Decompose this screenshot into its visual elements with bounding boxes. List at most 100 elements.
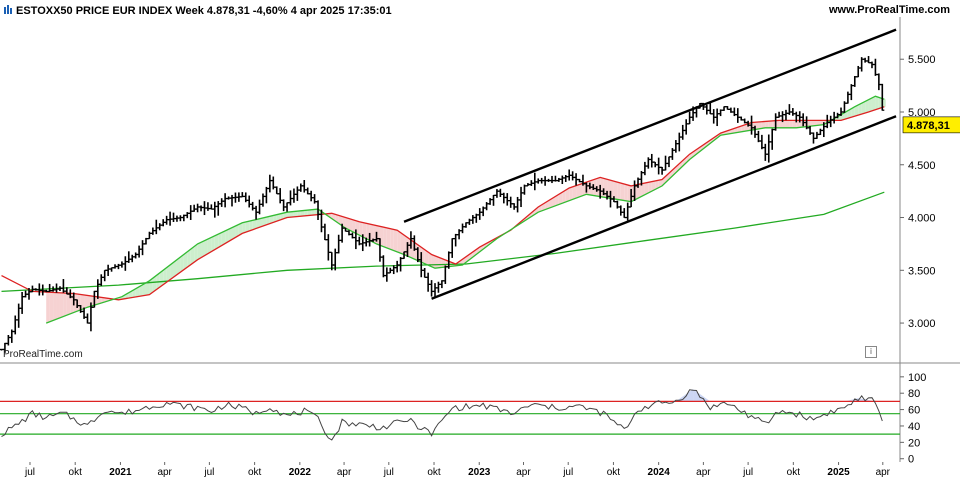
price-bar [494, 189, 499, 198]
ma-fill-segment [417, 244, 422, 263]
price-bar [309, 190, 314, 202]
price-bar [236, 192, 241, 202]
price-bar [876, 73, 881, 91]
ma-red-line [1, 106, 885, 301]
ma-fill-segment [73, 293, 78, 313]
ma-fill-segment [754, 122, 759, 130]
price-bar [539, 177, 544, 184]
channel-upper-line [403, 28, 897, 223]
osc-tick-label: 40 [908, 421, 920, 433]
price-bar [546, 178, 551, 182]
x-tick-label: okt [427, 467, 441, 478]
ma-fill-segment [256, 218, 260, 229]
ma-fill-segment [180, 254, 184, 273]
price-bar [735, 108, 740, 123]
ma-fill-segment [218, 232, 222, 248]
price-bar [477, 208, 482, 220]
x-tick-label: okt [248, 467, 262, 478]
ma-fill-segment [634, 184, 639, 200]
price-bar [460, 223, 465, 234]
price-bar [787, 104, 792, 115]
price-bar [742, 118, 747, 124]
price-bar [790, 108, 795, 116]
ma-fill-segment [70, 293, 74, 314]
ma-fill-segment [90, 295, 95, 307]
price-bar [859, 57, 864, 72]
price-bar [574, 173, 579, 186]
price-bar [106, 264, 111, 276]
price-bar [663, 155, 668, 171]
x-tick-label: apr [337, 467, 352, 478]
price-bar [457, 229, 462, 240]
ma-fill-segment [252, 219, 257, 230]
price-bar [119, 261, 124, 268]
ma-fill-segment [603, 178, 608, 198]
price-bar [240, 192, 245, 198]
ma-fill-segment [159, 270, 164, 288]
ma-fill-segment [565, 187, 570, 202]
price-bar [192, 204, 197, 212]
price-bar [123, 256, 128, 271]
price-bar [254, 205, 259, 220]
price-bar [811, 132, 816, 144]
ma-fill-segment [190, 246, 195, 265]
price-bar [13, 315, 18, 335]
price-bar [350, 232, 355, 239]
ma-fill-segment [232, 226, 236, 240]
price-bar [863, 57, 868, 63]
ma-fill-segment [620, 183, 625, 201]
price-bar [285, 202, 290, 212]
price-bar [40, 284, 45, 296]
ma-fill-segment [304, 210, 308, 216]
x-tick-label: apr [516, 467, 531, 478]
price-bar [670, 148, 675, 160]
ma-fill-segment [59, 292, 64, 318]
price-bar [532, 172, 537, 191]
price-bar [185, 212, 190, 219]
price-bar [384, 267, 389, 282]
source-label[interactable]: www.ProRealTime.com [828, 4, 950, 16]
ma-fill-segment [176, 257, 181, 275]
ma-fill-segment [238, 222, 243, 236]
info-icon[interactable]: i [865, 346, 877, 358]
ma-fill-segment [682, 157, 687, 167]
price-bar [61, 279, 66, 293]
price-bar [295, 186, 300, 201]
price-bar [660, 166, 665, 175]
ma-fill-segment [87, 295, 91, 308]
ma-fill-segment [376, 225, 380, 246]
ma-fill-segment [665, 173, 669, 183]
price-bar [205, 202, 210, 211]
price-bar [278, 188, 283, 204]
ma-fill-segment [847, 108, 852, 119]
x-tick-label: okt [787, 467, 801, 478]
price-bar [508, 196, 513, 208]
channel-lower-line [431, 115, 897, 300]
ma-fill-segment [276, 213, 281, 222]
price-bar [264, 186, 269, 204]
price-bar [470, 215, 475, 224]
price-bar [491, 194, 496, 206]
ma-fill-segment [631, 185, 635, 202]
ma-fill-segment [424, 249, 429, 266]
price-bar [429, 280, 434, 297]
ma-fill-segment [345, 217, 349, 230]
ma-fill-segment [163, 267, 167, 285]
price-bar [756, 130, 761, 143]
ma-fill-segment [404, 235, 408, 256]
price-bar [16, 303, 21, 328]
ma-fill-segment [383, 227, 387, 248]
x-tick-label: 2025 [827, 467, 850, 478]
last-price-badge [902, 116, 960, 134]
ma-fill-segment [576, 184, 580, 199]
price-bar [195, 203, 200, 213]
ma-fill-segment [851, 106, 855, 118]
price-bar [725, 106, 730, 110]
price-bar [388, 267, 393, 274]
price-bar [739, 116, 744, 121]
osc-tick-label: 20 [908, 437, 920, 449]
x-tick-label: 2021 [109, 467, 132, 478]
price-bar [625, 202, 630, 221]
price-bar [543, 176, 548, 186]
ma-fill-segment [300, 210, 305, 217]
